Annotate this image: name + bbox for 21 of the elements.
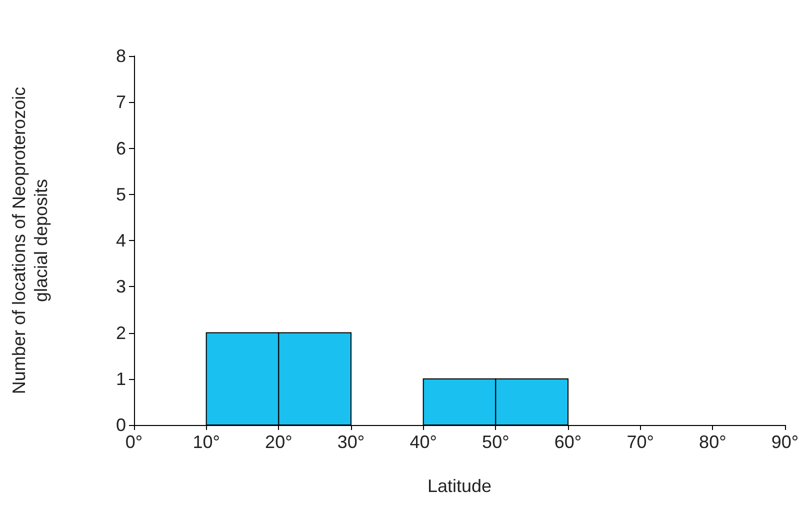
x-tick-label: 90°	[771, 432, 799, 452]
y-tick-label: 8	[116, 46, 126, 66]
y-tick-label: 5	[116, 184, 126, 204]
x-tick-label: 10°	[192, 432, 220, 452]
y-tick-label: 7	[116, 92, 126, 112]
x-tick-label: 30°	[337, 432, 365, 452]
y-tick-label: 2	[116, 322, 126, 343]
y-tick-label: 6	[116, 138, 126, 158]
x-axis-title: Latitude	[427, 476, 492, 496]
y-tick-label: 4	[116, 230, 126, 250]
x-tick-label: 60°	[554, 432, 582, 452]
y-tick-label: 0	[116, 415, 126, 435]
y-tick-label: 1	[116, 368, 126, 389]
y-axis-title: Number of locations of Neoproterozoic glacial deposits	[9, 86, 51, 394]
x-tick-label: 0°	[125, 432, 143, 452]
x-tick-label: 50°	[482, 432, 510, 452]
x-tick-label: 40°	[410, 432, 437, 452]
y-tick-label: 3	[116, 276, 126, 297]
x-tick-label: 20°	[265, 432, 292, 452]
x-tick-label: 80°	[699, 432, 726, 452]
x-tick-label: 70°	[626, 432, 654, 452]
